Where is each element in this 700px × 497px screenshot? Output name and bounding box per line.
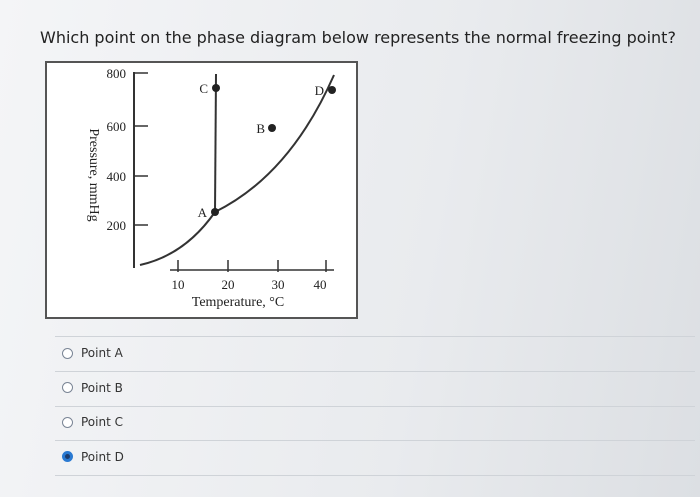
option-label[interactable]: Point B [81,380,123,395]
separator [55,336,695,337]
option-label[interactable]: Point C [81,415,123,429]
fusion-line [214,73,217,213]
x-axis-label: Temperature, °C [192,295,284,310]
option[interactable]: Point D [62,450,124,464]
option[interactable]: Point B [62,381,123,395]
separator [55,371,695,372]
y-tick-label: 200 [107,218,127,233]
option-label[interactable]: Point D [81,449,124,464]
x-tick-label: 20 [222,277,235,292]
x-tick-label: 10 [172,277,185,292]
radio-button[interactable] [62,416,73,428]
x-tick-marks [170,260,334,272]
y-tick-label: 400 [107,169,127,184]
option[interactable]: Point C [62,415,123,429]
point-label: A [198,205,208,220]
y-tick-label: 800 [107,66,127,81]
y-tick-label: 600 [107,119,127,134]
point-dots [211,84,336,216]
separator [55,474,695,476]
x-tick-label: 40 [314,277,327,292]
x-tick-label: 30 [272,277,285,292]
radio-button[interactable] [62,451,73,462]
point-label: C [199,81,208,96]
point-label: D [315,83,324,98]
point-label: B [256,121,265,136]
separator [55,405,695,407]
diagram-frame [45,61,358,319]
sublimation-curve [139,211,216,266]
question: Which point on the phase diagram below r… [40,28,676,47]
option-label[interactable]: Point A [81,346,123,360]
radio-button[interactable] [62,347,73,359]
vaporization-curve [214,74,335,213]
y-tick-marks [134,72,148,226]
y-axis-label: Pressure, mmHg [86,128,101,221]
option[interactable]: Point A [62,346,123,360]
separator [55,440,695,441]
radio-button[interactable] [62,382,73,393]
